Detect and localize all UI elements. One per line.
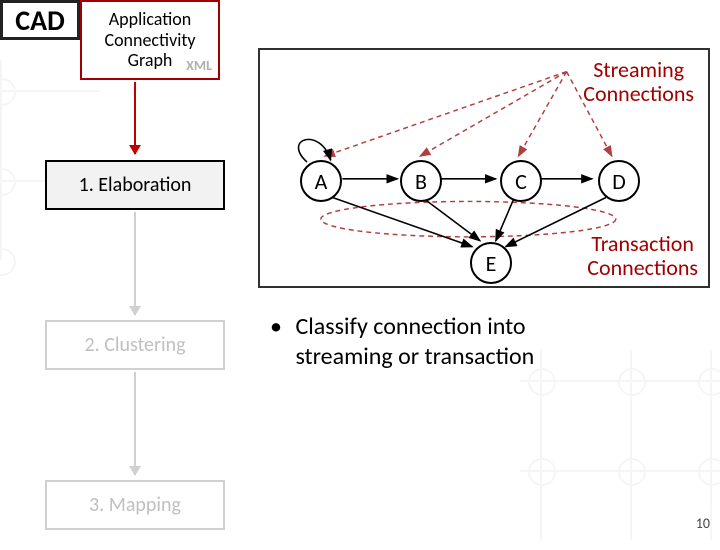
bullet-text: Classify connection into streaming or tr… — [295, 312, 534, 372]
acg-line3: Graph — [128, 50, 173, 71]
step-clustering: 2. Clustering — [45, 320, 225, 370]
node-a: A — [300, 160, 342, 202]
bullet-item: • Classify connection into streaming or … — [270, 312, 534, 372]
acg-sub: XML — [186, 58, 212, 74]
transaction-l1: Transaction — [591, 230, 694, 257]
flow-arrow-3 — [134, 372, 136, 475]
cad-label: CAD — [15, 3, 64, 38]
transaction-label: Transaction Connections — [587, 232, 698, 280]
node-d: D — [598, 160, 640, 202]
acg-line2: Connectivity — [104, 30, 195, 51]
step-label: 1. Elaboration — [79, 173, 192, 197]
streaming-l2: Connections — [583, 80, 694, 107]
node-b: B — [400, 160, 442, 202]
streaming-label: Streaming Connections — [583, 58, 694, 106]
flow-arrow-2 — [134, 212, 136, 315]
acg-line1: Application — [109, 9, 192, 30]
step-label: 2. Clustering — [85, 333, 186, 357]
step-label: 3. Mapping — [89, 493, 181, 517]
node-c: C — [500, 160, 542, 202]
acg-box: Application Connectivity Graph XML — [80, 0, 220, 80]
node-e: E — [470, 242, 512, 284]
bullet-dot-icon: • — [270, 312, 290, 342]
transaction-l2: Connections — [587, 254, 698, 281]
page-number: 10 — [696, 515, 710, 532]
flow-arrow-1 — [134, 82, 136, 154]
connectivity-diagram: Streaming Connections Transaction Connec… — [258, 48, 710, 288]
step-elaboration: 1. Elaboration — [45, 160, 225, 210]
cad-badge: CAD — [0, 0, 80, 40]
step-mapping: 3. Mapping — [45, 480, 225, 530]
streaming-l1: Streaming — [593, 56, 684, 83]
